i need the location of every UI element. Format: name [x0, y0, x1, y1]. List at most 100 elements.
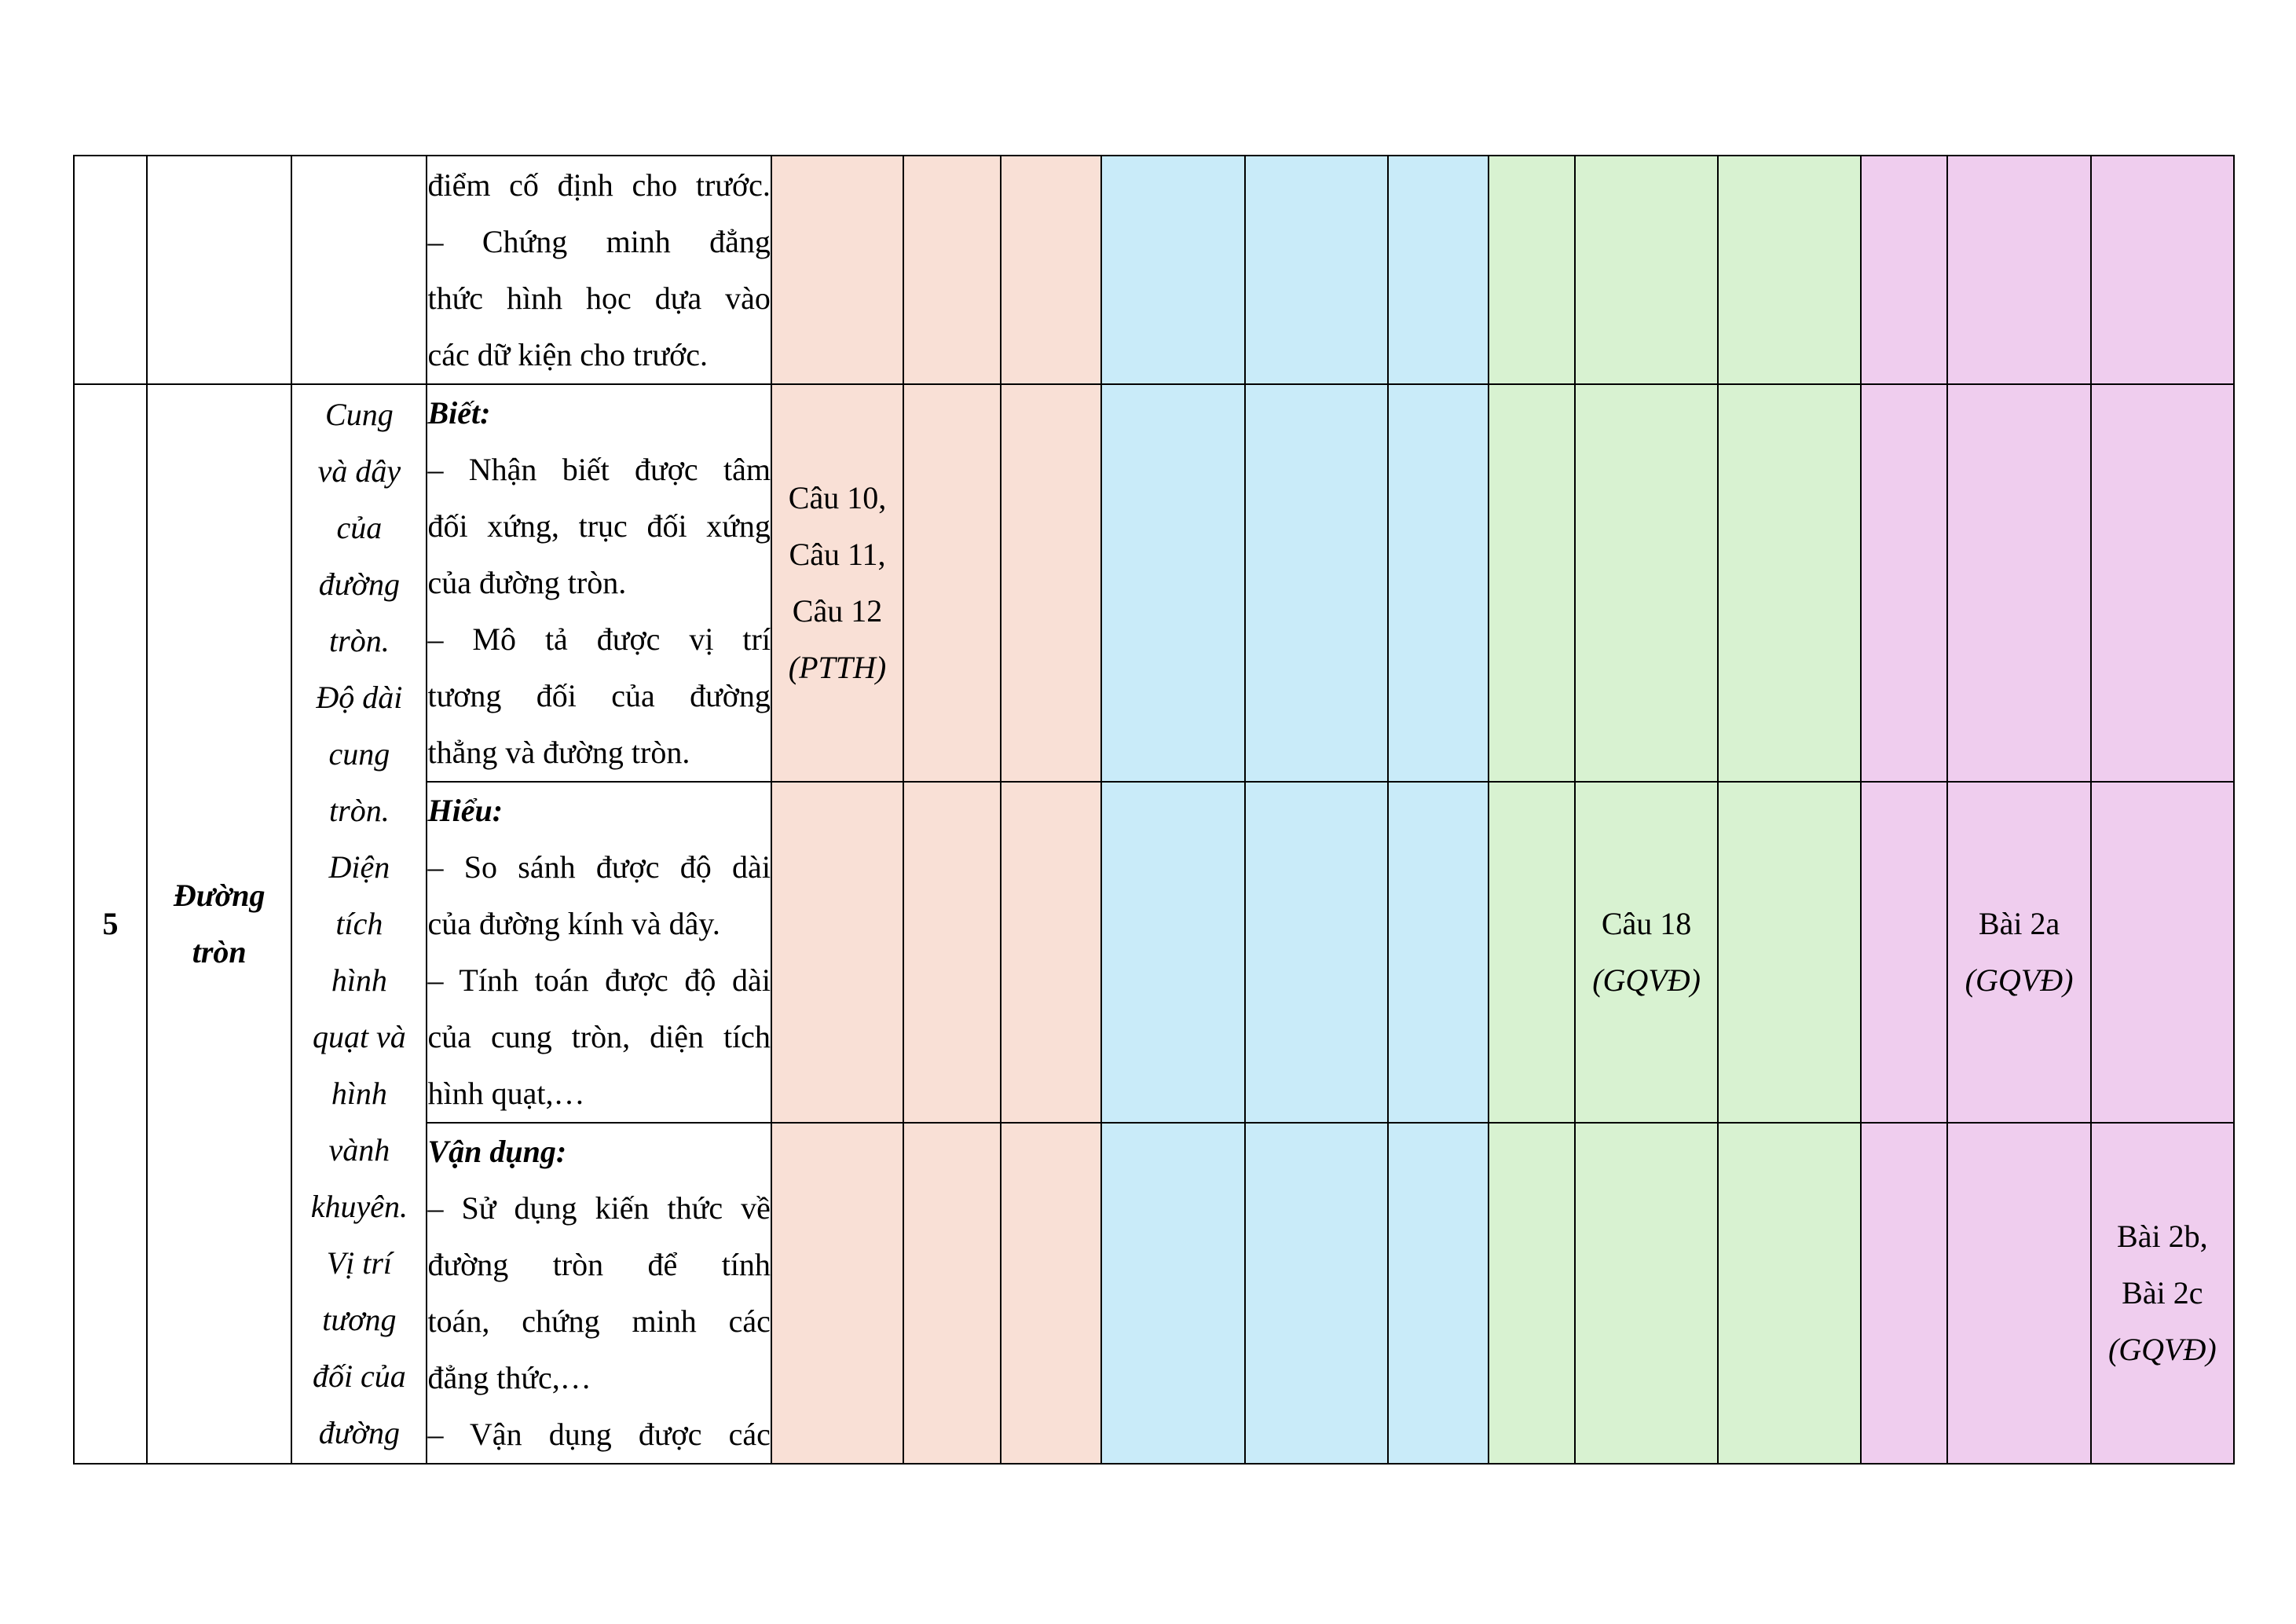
- know-heading: Biết:: [427, 395, 491, 431]
- content-cell-apply: Vận dụng: – Sử dụng kiến thức về đường t…: [426, 1122, 772, 1465]
- topic-line: Diện: [328, 849, 390, 885]
- topic-line: tương: [322, 1302, 397, 1337]
- apply-high-cell: [1860, 383, 1949, 783]
- apply-cell: [1717, 155, 1862, 385]
- chapter-cell-empty: [146, 155, 293, 385]
- content-line: – Chứng minh đẳng: [427, 223, 771, 259]
- recognize-cell: [903, 383, 1002, 783]
- topic-line: của: [336, 510, 383, 545]
- competency-note: (GQVĐ): [1965, 962, 2074, 998]
- content-line: – Tính toán được độ dài: [427, 962, 771, 998]
- content-line: – Mô tả được vị trí: [427, 621, 771, 657]
- understand-cell: [1100, 1122, 1246, 1465]
- apply-high-cell: [1860, 781, 1949, 1124]
- recognize-cell: [903, 781, 1002, 1124]
- content-line: – So sánh được độ dài: [427, 849, 771, 885]
- topic-line: đường: [318, 566, 400, 602]
- topic-line: tròn.: [329, 793, 390, 828]
- topic-line: tròn.: [329, 623, 390, 658]
- apply-cell: [1717, 383, 1862, 783]
- apply-high-cell: [1860, 155, 1949, 385]
- apply-cell: [1573, 155, 1719, 385]
- table-row-understand: Hiểu: – So sánh được độ dài của đường kí…: [74, 781, 2236, 1124]
- topic-line: cung: [328, 736, 390, 772]
- understand-cell: [1243, 155, 1389, 385]
- content-cell-continued: điểm cố định cho trước. – Chứng minh đẳn…: [426, 155, 772, 385]
- understand-cell: [1243, 1122, 1389, 1465]
- content-line: – Nhận biết được tâm: [427, 452, 771, 487]
- topic-line: tích: [335, 906, 383, 941]
- content-line: đối xứng, trục đối xứng: [427, 508, 771, 544]
- topic-cell: Cung và dây của đường tròn. Độ dài cung …: [291, 383, 428, 1465]
- number-cell-empty: [72, 155, 148, 385]
- table-row-apply: Vận dụng: – Sử dụng kiến thức về đường t…: [74, 1122, 2236, 1465]
- topic-line: khuyên.: [310, 1189, 408, 1224]
- content-line: đẳng thức,…: [427, 1360, 591, 1395]
- question-ref: Câu 11,: [789, 537, 886, 572]
- recognize-cell: [1000, 1122, 1103, 1465]
- understand-cell: [1243, 781, 1389, 1124]
- understand-cell: [1386, 383, 1489, 783]
- topic-line: hình: [331, 962, 387, 998]
- chapter-title-line: Đường: [173, 878, 265, 913]
- question-ref: Bài 2a: [1978, 906, 2060, 941]
- content-line: toán, chứng minh các: [427, 1303, 771, 1339]
- content-line: của đường tròn.: [427, 565, 627, 600]
- topic-line: Độ dài: [316, 680, 403, 715]
- recognize-cell: [770, 1122, 905, 1465]
- understand-cell: [1386, 781, 1489, 1124]
- understand-cell: [1100, 383, 1246, 783]
- apply-cell: [1573, 1122, 1719, 1465]
- recognize-cell: [903, 1122, 1002, 1465]
- apply-high-cell: [1946, 383, 2092, 783]
- content-cell-understand: Hiểu: – So sánh được độ dài của đường kí…: [426, 781, 772, 1124]
- content-line: – Sử dụng kiến thức về: [427, 1190, 771, 1226]
- section-number: 5: [72, 383, 148, 1465]
- chapter-title-line: tròn: [192, 934, 247, 970]
- topic-line: vành: [328, 1132, 390, 1168]
- understand-cell: [1243, 383, 1389, 783]
- topic-cell-empty: [291, 155, 428, 385]
- apply-high-cell: [1946, 1122, 2092, 1465]
- question-ref: Bài 2b,: [2117, 1219, 2208, 1254]
- content-line: thẳng và đường tròn.: [427, 735, 690, 770]
- understand-cell: [1100, 781, 1246, 1124]
- apply-cell: [1487, 155, 1576, 385]
- content-line: của cung tròn, diện tích: [427, 1019, 771, 1054]
- content-line: – Vận dụng được các: [427, 1417, 771, 1452]
- content-line: của đường kính và dây.: [427, 906, 720, 941]
- topic-line: Cung: [325, 397, 394, 432]
- apply-cell: [1717, 781, 1862, 1124]
- understand-cell: [1386, 155, 1489, 385]
- question-ref: Câu 18: [1601, 906, 1692, 941]
- recognize-cell: [903, 155, 1002, 385]
- content-line: hình quạt,…: [427, 1076, 585, 1111]
- recognize-cell: [770, 781, 905, 1124]
- topic-line: đường: [318, 1415, 400, 1450]
- recognize-cell: [770, 155, 905, 385]
- topic-line: quạt và: [312, 1019, 406, 1054]
- assessment-matrix-table: điểm cố định cho trước. – Chứng minh đẳn…: [72, 155, 2236, 1465]
- topic-line: và dây: [317, 453, 401, 489]
- table-row-know: 5 Đường tròn Cung và dây của đường tròn.…: [72, 383, 2236, 1465]
- content-cell-know: Biết: – Nhận biết được tâm đối xứng, trụ…: [426, 383, 772, 783]
- understand-cell: [1386, 1122, 1489, 1465]
- content-line: các dữ kiện cho trước.: [427, 336, 709, 372]
- question-ref: Bài 2c: [2122, 1275, 2203, 1311]
- apply-cell: [1487, 781, 1576, 1124]
- content-line: thức hình học dựa vào: [427, 280, 771, 316]
- understand-heading: Hiểu:: [427, 793, 504, 828]
- apply-high-question-cell: Bài 2b, Bài 2c (GQVĐ): [2089, 1122, 2236, 1465]
- apply-cell: [1487, 1122, 1576, 1465]
- apply-question-cell: Câu 18 (GQVĐ): [1573, 781, 1719, 1124]
- recognize-cell: [1000, 781, 1103, 1124]
- apply-high-cell: [2089, 155, 2236, 385]
- content-line: đường tròn để tính: [427, 1247, 771, 1282]
- recognize-cell: [1000, 155, 1103, 385]
- recognize-cell: [1000, 383, 1103, 783]
- apply-high-cell: [2089, 781, 2236, 1124]
- apply-high-cell: [2089, 383, 2236, 783]
- recognize-question-cell: Câu 10, Câu 11, Câu 12 (PTTH): [770, 383, 905, 783]
- apply-heading: Vận dụng:: [427, 1134, 567, 1169]
- competency-note: (GQVĐ): [2107, 1332, 2217, 1367]
